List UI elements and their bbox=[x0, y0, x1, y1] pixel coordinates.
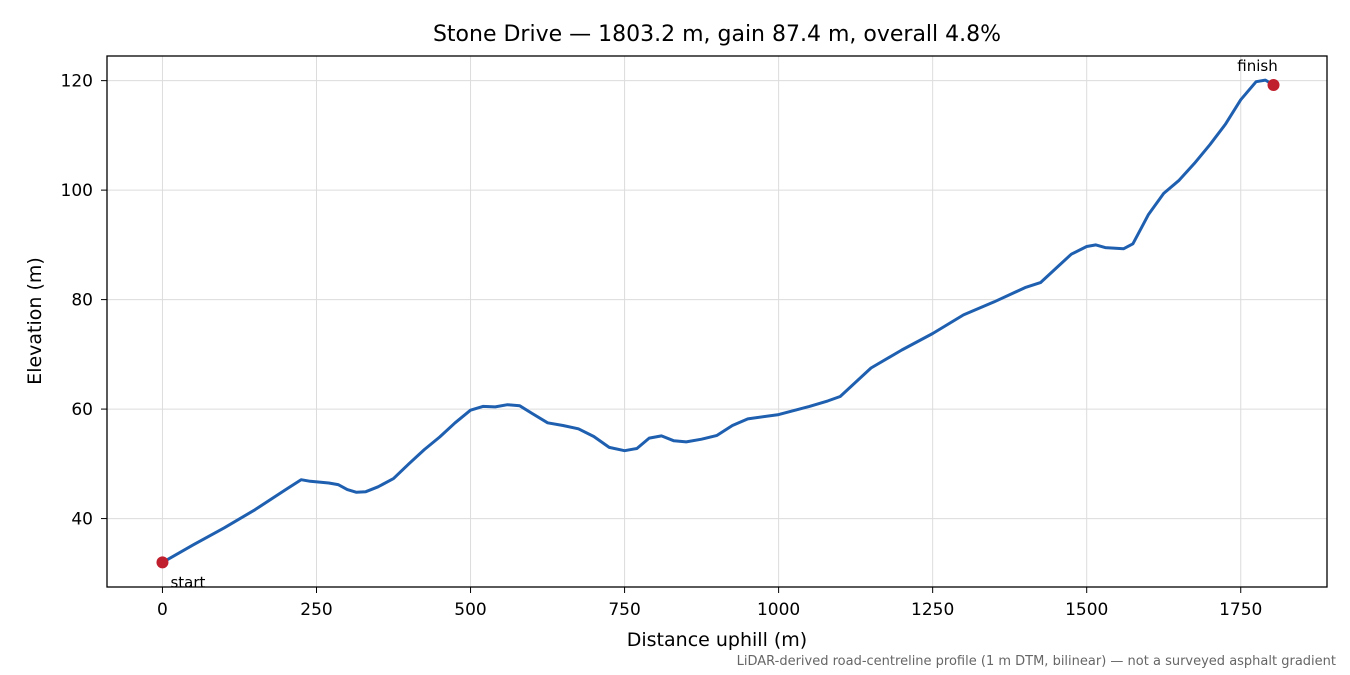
y-axis-ticks: 40 60 80 100 120 bbox=[61, 72, 107, 530]
y-tick-label: 100 bbox=[61, 181, 93, 201]
x-tick-label: 1750 bbox=[1219, 600, 1262, 620]
finish-label: finish bbox=[1237, 57, 1277, 75]
y-tick-label: 80 bbox=[71, 291, 93, 311]
start-marker bbox=[156, 556, 169, 569]
y-tick-label: 60 bbox=[71, 400, 93, 420]
footnote: LiDAR-derived road-centreline profile (1… bbox=[737, 654, 1336, 669]
x-tick-label: 1250 bbox=[911, 600, 954, 620]
x-tick-label: 250 bbox=[300, 600, 332, 620]
y-tick-label: 120 bbox=[61, 72, 93, 92]
x-tick-label: 500 bbox=[454, 600, 486, 620]
plot-frame bbox=[106, 55, 1328, 588]
endpoint-markers: start finish bbox=[156, 57, 1280, 591]
x-tick-label: 1500 bbox=[1065, 600, 1108, 620]
x-axis-label: Distance uphill (m) bbox=[627, 629, 807, 651]
x-tick-label: 0 bbox=[157, 600, 168, 620]
grid-lines bbox=[107, 56, 1327, 587]
x-tick-label: 1000 bbox=[757, 600, 800, 620]
x-axis-ticks: 0 250 500 750 1000 1250 1500 1750 bbox=[157, 587, 1262, 620]
x-tick-label: 750 bbox=[608, 600, 640, 620]
y-axis-label: Elevation (m) bbox=[24, 257, 46, 385]
finish-marker bbox=[1267, 79, 1280, 92]
y-tick-label: 40 bbox=[71, 510, 93, 530]
chart-title: Stone Drive — 1803.2 m, gain 87.4 m, ove… bbox=[433, 22, 1001, 47]
start-label: start bbox=[170, 573, 205, 591]
elevation-profile-line bbox=[161, 78, 1275, 564]
